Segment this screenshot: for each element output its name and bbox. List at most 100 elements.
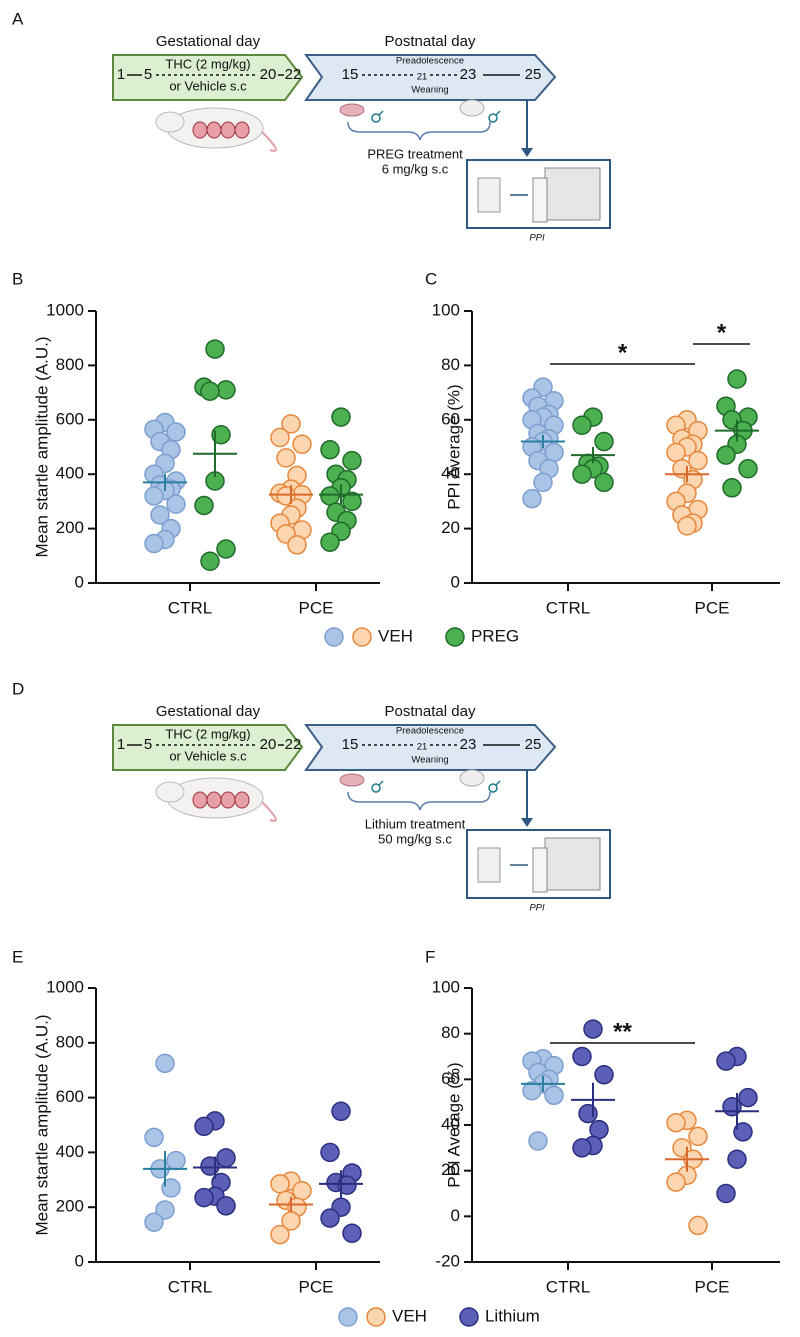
data-point (722, 478, 742, 498)
y-axis-label: Mean startle amplitude (A.U.) (32, 336, 51, 557)
male-symbol (488, 113, 498, 123)
y-tick-label: 600 (56, 1087, 84, 1106)
data-point (594, 431, 614, 452)
stage: Preadolescence (396, 726, 464, 737)
data-point (292, 1181, 312, 1201)
y-tick-label: 40 (441, 1114, 460, 1133)
data-point (544, 442, 564, 463)
x-tick-label: PCE (695, 598, 730, 617)
data-point (544, 1085, 564, 1106)
drug: THC (2 mg/kg) (165, 56, 250, 71)
pup (192, 791, 208, 809)
data-point (281, 414, 301, 434)
data-point (216, 1196, 236, 1216)
data-point (738, 459, 758, 479)
y-tick-label: 80 (441, 1023, 460, 1042)
data-point (528, 1131, 548, 1151)
data-point (276, 448, 296, 468)
x-tick-label: CTRL (546, 598, 590, 617)
juvenile-icon (459, 769, 485, 787)
day: 1 (117, 736, 125, 753)
panel-letter: E (12, 947, 23, 966)
pup (206, 791, 222, 809)
y-tick-label: 60 (441, 1069, 460, 1088)
data-point (727, 1149, 747, 1169)
y-tick-label: 100 (432, 977, 460, 996)
day: 25 (525, 736, 542, 753)
data-point (716, 1183, 736, 1204)
gestation-arrow (112, 54, 304, 101)
stage: Weaning (411, 85, 448, 96)
day: 15 (342, 66, 359, 83)
x-tick-label: CTRL (168, 598, 212, 617)
postnatal-label: Postnatal day (385, 703, 476, 720)
data-point (666, 442, 686, 463)
data-point (320, 486, 340, 506)
y-tick-label: 0 (451, 572, 460, 591)
data-point (733, 1122, 753, 1142)
y-tick-label: 800 (56, 355, 84, 374)
y-tick-label: 1000 (46, 300, 84, 319)
treatment: Lithium treatment (365, 816, 466, 831)
y-tick-label: 400 (56, 1142, 84, 1161)
y-tick-label: 600 (56, 409, 84, 428)
data-point (594, 472, 614, 493)
y-tick-label: 200 (56, 518, 84, 537)
data-point (216, 539, 236, 559)
legend-swatch (459, 1307, 479, 1327)
day: 21 (417, 742, 428, 753)
chamber (544, 837, 601, 891)
juvenile-icon (459, 99, 485, 117)
y-axis-label: Mean startle amplitude (A.U.) (32, 1014, 51, 1235)
x-tick-label: CTRL (168, 1277, 212, 1296)
legend-swatch (366, 1307, 386, 1327)
data-point (583, 1019, 603, 1039)
data-point (194, 1116, 214, 1137)
day: 1 (117, 66, 125, 83)
panel-letter: D (12, 679, 24, 698)
panel-letter: B (12, 269, 23, 288)
y-tick-label: 0 (451, 1206, 460, 1225)
data-point (572, 415, 592, 435)
data-point (150, 505, 170, 525)
data-point (688, 1126, 708, 1147)
stage: Weaning (411, 755, 448, 766)
treatment: 6 mg/kg s.c (382, 161, 449, 176)
data-point (666, 1112, 686, 1133)
data-point (331, 1101, 351, 1122)
male-symbol (488, 783, 498, 793)
data-point (205, 339, 225, 359)
pup (234, 791, 250, 809)
y-axis-label: PPI Average (%) (444, 1062, 463, 1187)
day: 15 (342, 736, 359, 753)
day: 5 (144, 736, 152, 753)
y-tick-label: 800 (56, 1032, 84, 1051)
data-point (166, 422, 186, 442)
pup (234, 121, 250, 139)
panel-letter: F (425, 947, 435, 966)
data-point (200, 381, 220, 401)
pup (220, 791, 236, 809)
arrow-head (521, 818, 533, 827)
y-tick-label: 100 (432, 300, 460, 319)
bracket (347, 791, 491, 811)
day: 5 (144, 66, 152, 83)
data-point (270, 1224, 290, 1245)
cylinder (477, 177, 501, 213)
male-symbol (371, 783, 381, 793)
chamber (544, 167, 601, 221)
test-label: PPI (529, 903, 545, 914)
day: 20 (260, 66, 277, 83)
data-point (342, 1223, 362, 1243)
data-point (522, 488, 542, 509)
gestation-label: Gestational day (156, 33, 261, 50)
bracket (347, 121, 491, 141)
day: 23 (460, 736, 477, 753)
data-point (572, 464, 592, 484)
postnatal-label: Postnatal day (385, 33, 476, 50)
data-point (738, 1087, 758, 1108)
gestation-label: Gestational day (156, 703, 261, 720)
y-tick-label: 80 (441, 355, 460, 374)
legend-label: VEH (378, 626, 413, 645)
